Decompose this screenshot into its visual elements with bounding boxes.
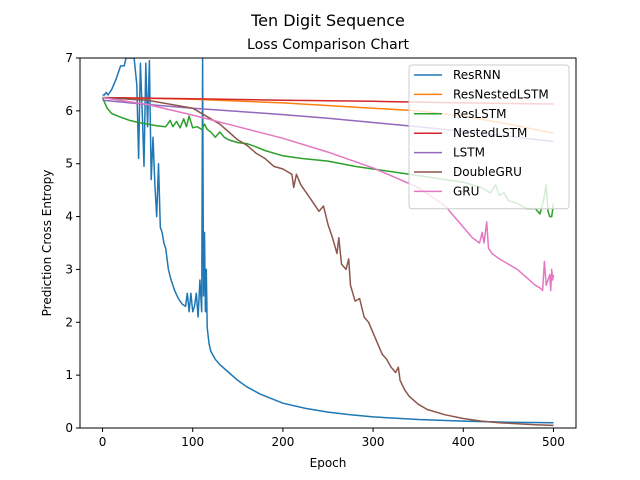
x-tick-label: 200 [271, 435, 294, 449]
y-tick-label: 6 [65, 104, 73, 118]
series-line-doublegru [102, 96, 554, 427]
y-tick-label: 0 [65, 421, 73, 435]
legend-label: DoubleGRU [453, 165, 522, 179]
x-tick-label: 300 [362, 435, 385, 449]
series-line-resrnn [102, 58, 554, 424]
legend-label: ResNestedLSTM [453, 87, 549, 101]
y-axis-ticks: 0 1 2 3 4 5 6 7 [65, 51, 80, 435]
legend-label: GRU [453, 184, 479, 198]
chart-title: Ten Digit Sequence [250, 11, 405, 30]
y-tick-label: 5 [65, 157, 73, 171]
x-tick-label: 100 [181, 435, 204, 449]
x-tick-label: 0 [99, 435, 107, 449]
y-tick-label: 4 [65, 210, 73, 224]
y-tick-label: 3 [65, 262, 73, 276]
series-line-gru [102, 96, 555, 292]
legend: ResRNN ResNestedLSTM ResLSTM NestedLSTM LSTM… [408, 64, 570, 210]
chart-subtitle: Loss Comparison Chart [247, 37, 409, 53]
y-tick-label: 2 [65, 315, 73, 329]
x-tick-label: 500 [542, 435, 565, 449]
legend-label: NestedLSTM [453, 126, 527, 140]
x-axis-label: Epoch [310, 456, 347, 470]
y-axis-label: Prediction Cross Entropy [40, 170, 54, 317]
y-tick-label: 1 [65, 368, 73, 382]
x-tick-label: 400 [452, 435, 475, 449]
series-layer [101, 58, 555, 427]
y-tick-label: 7 [65, 51, 73, 65]
legend-label: ResLSTM [453, 107, 506, 121]
x-axis-ticks: 0 100 200 300 400 500 [99, 428, 565, 449]
legend-label: LSTM [453, 146, 485, 160]
legend-label: ResRNN [453, 68, 501, 82]
legend-box [408, 64, 570, 210]
plot-frame [79, 57, 577, 429]
